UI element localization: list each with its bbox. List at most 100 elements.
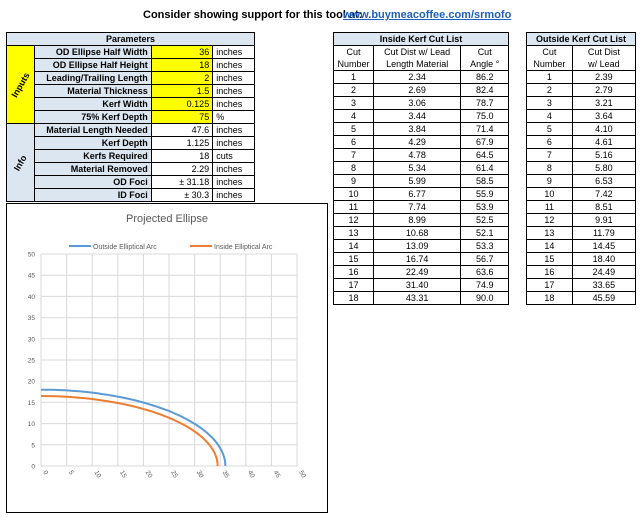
param-unit: inches xyxy=(212,97,255,111)
table-cell: 22.49 xyxy=(372,265,462,279)
table-cell: 82.4 xyxy=(460,83,509,97)
table-row: 5 3.84 71.4 xyxy=(333,122,509,136)
table-cell: 13.09 xyxy=(372,239,462,253)
table-cell: 64.5 xyxy=(460,148,509,162)
table-row: 4 3.44 75.0 xyxy=(333,109,509,123)
material-thickness-input[interactable]: 1.5 xyxy=(150,84,214,98)
table-row: 8 5.80 xyxy=(526,161,637,175)
param-label: Leading/Trailing Length xyxy=(34,71,152,85)
table-cell: 6 xyxy=(526,135,573,149)
param-unit: inches xyxy=(212,58,255,72)
table-row: 8 5.34 61.4 xyxy=(333,161,509,175)
table-cell: 7.74 xyxy=(372,200,462,214)
x-tick-label: 15 xyxy=(118,470,128,480)
table-row: 16 24.49 xyxy=(526,265,637,279)
table-cell: 18 xyxy=(333,291,374,305)
table-cell: 11 xyxy=(333,200,374,214)
x-tick-label: 25 xyxy=(169,470,179,480)
table-cell: 14 xyxy=(333,239,374,253)
table-row: 14 14.45 xyxy=(526,239,637,253)
chart-svg: Projected Ellipse Outside Elliptical Arc I… xyxy=(28,213,307,480)
table-row: 9 6.53 xyxy=(526,174,637,188)
table-row: 17 33.65 xyxy=(526,278,637,292)
table-cell: 61.4 xyxy=(460,161,509,175)
col-header: Length Material xyxy=(372,58,462,71)
x-tick-label: 5 xyxy=(67,470,75,477)
col-header: Cut xyxy=(526,45,573,58)
x-tick-label: 30 xyxy=(195,470,205,480)
table-cell: 13 xyxy=(526,226,573,240)
table-cell: 18 xyxy=(526,291,573,305)
support-banner: Consider showing support for this tool a… xyxy=(0,0,640,28)
table-cell: 11 xyxy=(526,200,573,214)
kerf-depth-percent-input[interactable]: 75 xyxy=(150,110,214,124)
y-tick-label: 0 xyxy=(31,464,35,471)
info-unit: inches xyxy=(212,136,255,150)
table-cell: 4.61 xyxy=(571,135,637,149)
table-row: 11 8.51 xyxy=(526,200,637,214)
info-unit: inches xyxy=(212,162,255,176)
table-cell: 4 xyxy=(333,109,374,123)
info-value: 1.125 xyxy=(150,136,214,150)
table-row: 7 5.16 xyxy=(526,148,637,162)
param-label: Kerf Width xyxy=(34,97,152,111)
table-row: 15 18.40 xyxy=(526,252,637,266)
param-unit: inches xyxy=(212,71,255,85)
table-cell: 53.9 xyxy=(460,200,509,214)
support-banner-label: Consider showing support for this tool a… xyxy=(143,9,363,21)
table-row: 1 2.39 xyxy=(526,70,637,84)
y-tick-label: 25 xyxy=(28,358,36,365)
table-row: 14 13.09 53.3 xyxy=(333,239,509,253)
table-row: 13 10.68 52.1 xyxy=(333,226,509,240)
table-cell: 67.9 xyxy=(460,135,509,149)
support-link[interactable]: www.buymeacoffee.com/srmofo xyxy=(343,9,512,21)
info-label: Kerf Depth xyxy=(34,136,152,150)
table-cell: 33.65 xyxy=(571,278,637,292)
table-cell: 2 xyxy=(526,83,573,97)
table-cell: 5.16 xyxy=(571,148,637,162)
lead-length-input[interactable]: 2 xyxy=(150,71,214,85)
x-tick-label: 10 xyxy=(92,470,102,480)
table-cell: 3.06 xyxy=(372,96,462,110)
info-value: 47.6 xyxy=(150,123,214,137)
table-cell: 71.4 xyxy=(460,122,509,136)
table-cell: 7 xyxy=(526,148,573,162)
table-row: 12 9.91 xyxy=(526,213,637,227)
table-cell: 9 xyxy=(526,174,573,188)
inputs-side-label: Inputs xyxy=(6,45,35,124)
od-half-height-input[interactable]: 18 xyxy=(150,58,214,72)
table-row: 5 4.10 xyxy=(526,122,637,136)
info-label: OD Foci xyxy=(34,175,152,189)
table-cell: 6.77 xyxy=(372,187,462,201)
table-cell: 3 xyxy=(526,96,573,110)
table-row: 11 7.74 53.9 xyxy=(333,200,509,214)
table-cell: 16 xyxy=(526,265,573,279)
table-cell: 18.40 xyxy=(571,252,637,266)
projected-ellipse-chart[interactable]: Projected Ellipse Outside Elliptical Arc I… xyxy=(6,203,328,513)
table-cell: 58.5 xyxy=(460,174,509,188)
col-header: Cut Dist xyxy=(571,45,637,58)
info-unit: inches xyxy=(212,123,255,137)
param-unit: inches xyxy=(212,45,255,59)
od-half-width-input[interactable]: 36 xyxy=(150,45,214,59)
parameters-title: Parameters xyxy=(6,32,255,46)
table-cell: 2.79 xyxy=(571,83,637,97)
y-tick-label: 5 xyxy=(31,442,35,449)
col-header: Cut xyxy=(460,45,509,58)
series-line xyxy=(40,395,219,466)
table-cell: 43.31 xyxy=(372,291,462,305)
y-tick-label: 20 xyxy=(28,379,36,386)
table-cell: 8 xyxy=(333,161,374,175)
info-unit: inches xyxy=(212,188,255,202)
info-unit: cuts xyxy=(212,149,255,163)
param-label: OD Ellipse Half Width xyxy=(34,45,152,59)
table-cell: 3 xyxy=(333,96,374,110)
kerf-width-input[interactable]: 0.125 xyxy=(150,97,214,111)
table-row: 16 22.49 63.6 xyxy=(333,265,509,279)
col-header: Angle ° xyxy=(460,58,509,71)
y-tick-label: 30 xyxy=(28,336,36,343)
info-label: ID Foci xyxy=(34,188,152,202)
table-cell: 3.84 xyxy=(372,122,462,136)
table-cell: 17 xyxy=(526,278,573,292)
table-cell: 52.1 xyxy=(460,226,509,240)
